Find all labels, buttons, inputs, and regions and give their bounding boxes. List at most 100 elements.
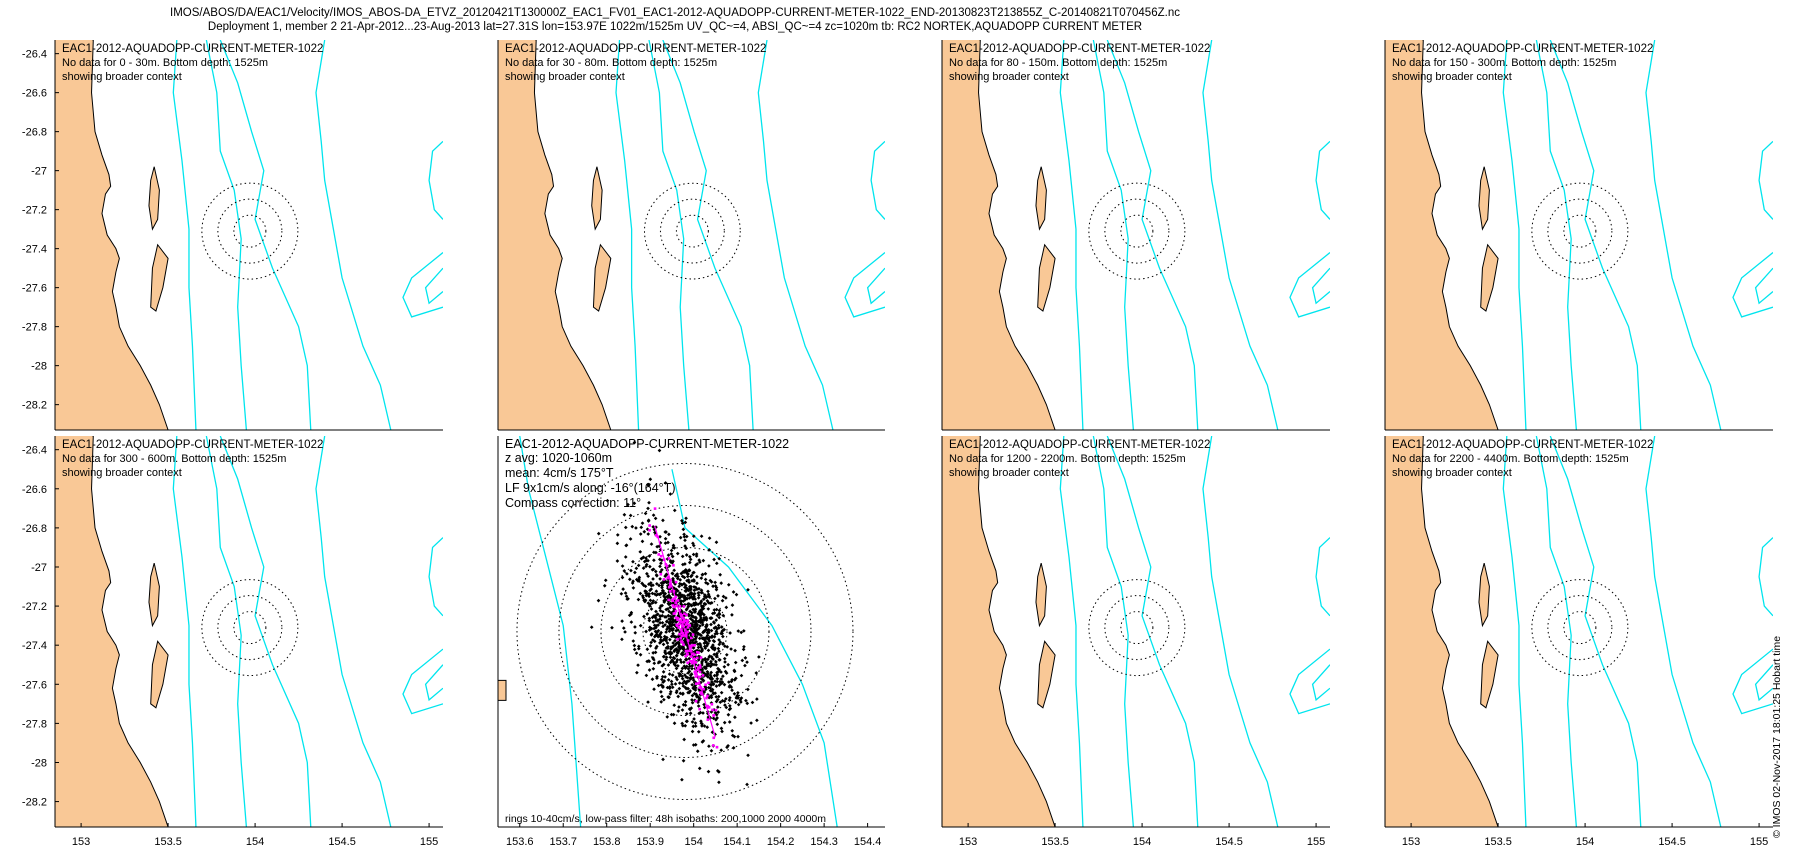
isobath-line-6 (1754, 664, 1773, 702)
isobath-line-1 (1092, 436, 1135, 827)
scatter-point (678, 535, 683, 540)
scatter-point (660, 610, 665, 614)
ring-2 (1088, 182, 1186, 280)
scatter-point (714, 660, 718, 664)
scatter-point (638, 591, 643, 596)
scatter-point (699, 721, 704, 726)
ring-2 (201, 182, 299, 280)
scatter-point (677, 705, 681, 709)
lowpass-point (706, 694, 709, 698)
map-layer (498, 436, 854, 827)
scatter-point (673, 638, 677, 643)
scatter-point (722, 682, 727, 687)
scatter-point (723, 703, 727, 707)
scatter-point (656, 660, 661, 665)
lowpass-point (699, 691, 702, 694)
scatter-point (664, 646, 669, 650)
scatter-point (683, 585, 687, 590)
scatter-point (691, 646, 696, 650)
scatter-point (721, 674, 725, 679)
island-moreton (1035, 166, 1047, 231)
scatter-point (703, 593, 707, 597)
scatter-point (589, 625, 594, 630)
lowpass-point (712, 714, 715, 717)
lowpass-point (677, 626, 680, 629)
lowpass-point (659, 554, 663, 558)
scatter-point (699, 645, 703, 649)
lowpass-point (689, 655, 693, 658)
isobath-line-5 (1289, 252, 1330, 318)
panel-title: EAC1-2012-AQUADOPP-CURRENT-METER-1022 (62, 43, 323, 55)
scatter-point (633, 630, 638, 635)
ring-1 (1547, 198, 1613, 264)
scatter-point (685, 574, 690, 579)
scatter-point (660, 585, 664, 590)
scatter-point (714, 587, 719, 592)
scatter-point (685, 606, 689, 611)
scatter-point (705, 725, 710, 730)
scatter-point (677, 686, 682, 691)
scatter-point (711, 691, 716, 696)
scatter-point (648, 598, 653, 603)
ring-2 (643, 182, 741, 280)
scatter-point (642, 529, 647, 534)
scatter-point (707, 564, 711, 568)
lowpass-point (686, 653, 689, 656)
scatter-point (693, 602, 697, 607)
scatter-point (717, 626, 721, 630)
scatter-point (692, 717, 696, 721)
ring-1 (217, 198, 283, 264)
ring-1 (659, 198, 725, 264)
lowpass-point (706, 704, 710, 708)
scatter-point (689, 573, 694, 578)
isobath-line-1 (1535, 40, 1578, 430)
scatter-point (684, 589, 688, 594)
scatter-point (679, 602, 683, 606)
panel-note: No data for 30 - 80m. Bottom depth: 1525… (505, 57, 717, 69)
island-stradbroke (592, 243, 612, 312)
scatter-point (704, 660, 709, 664)
scatter-point (669, 679, 674, 684)
scatter-point (657, 557, 662, 562)
scatter-point (721, 642, 725, 646)
lowpass-point (674, 609, 678, 613)
scatter-point (656, 592, 660, 597)
scatter-point (645, 647, 650, 652)
scatter-point (676, 640, 680, 645)
scatter-point (704, 666, 708, 671)
isobath-line-5 (1732, 252, 1773, 318)
land-polygon (1385, 436, 1499, 827)
lowpass-point (679, 612, 682, 616)
scatter-point (637, 575, 642, 580)
scatter-point (684, 553, 689, 557)
scatter-point (695, 622, 699, 627)
scatter-point (662, 654, 666, 659)
map-layer (498, 40, 885, 430)
lowpass-point (657, 553, 661, 556)
scatter-point (623, 630, 627, 634)
land-polygon (55, 436, 169, 827)
scatter-point (717, 556, 722, 561)
scatter-point (661, 680, 665, 684)
scatter-point (658, 570, 663, 574)
panel-note: showing broader context (62, 467, 182, 479)
scatter-point (649, 542, 654, 546)
lowpass-point (679, 637, 683, 640)
scatter-point (713, 584, 718, 588)
y-tick-label: -27 (31, 562, 47, 574)
scatter-point (679, 669, 684, 674)
scatter-point (688, 631, 693, 636)
scatter-point (626, 596, 630, 601)
lowpass-point (706, 718, 710, 721)
scatter-point (692, 686, 696, 691)
isobath-line-2 (662, 40, 754, 430)
scatter-point (677, 584, 681, 589)
lowpass-point (714, 708, 718, 712)
scatter-point (681, 562, 685, 567)
scatter-point (732, 691, 737, 696)
scatter-point (707, 547, 712, 552)
x-tick-label: 154 (684, 836, 702, 848)
land-polygon (1385, 40, 1499, 430)
lowpass-point (675, 623, 678, 627)
scatter-point (693, 597, 698, 601)
